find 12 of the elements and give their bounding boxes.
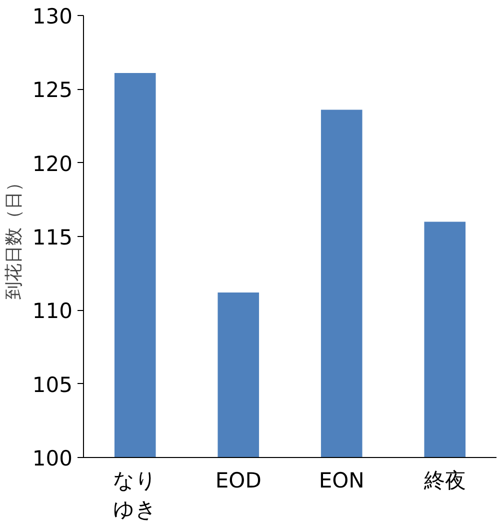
y-tick-label: 110 bbox=[32, 299, 73, 324]
y-tick-label: 120 bbox=[32, 152, 73, 176]
y-tick-label: 125 bbox=[32, 78, 73, 102]
y-tick-label: 100 bbox=[32, 446, 73, 470]
y-tick-label: 105 bbox=[32, 372, 73, 397]
y-tick-label: 115 bbox=[32, 226, 73, 250]
y-tick-label: 130 bbox=[32, 4, 73, 28]
y-axis-title: 到花日数（日） bbox=[3, 174, 24, 300]
x-tick-label: EON bbox=[318, 468, 364, 492]
x-tick-label: EOD bbox=[215, 468, 262, 492]
x-tick-label: なりゆき bbox=[113, 468, 158, 522]
x-tick-label: 終夜 bbox=[422, 468, 466, 492]
